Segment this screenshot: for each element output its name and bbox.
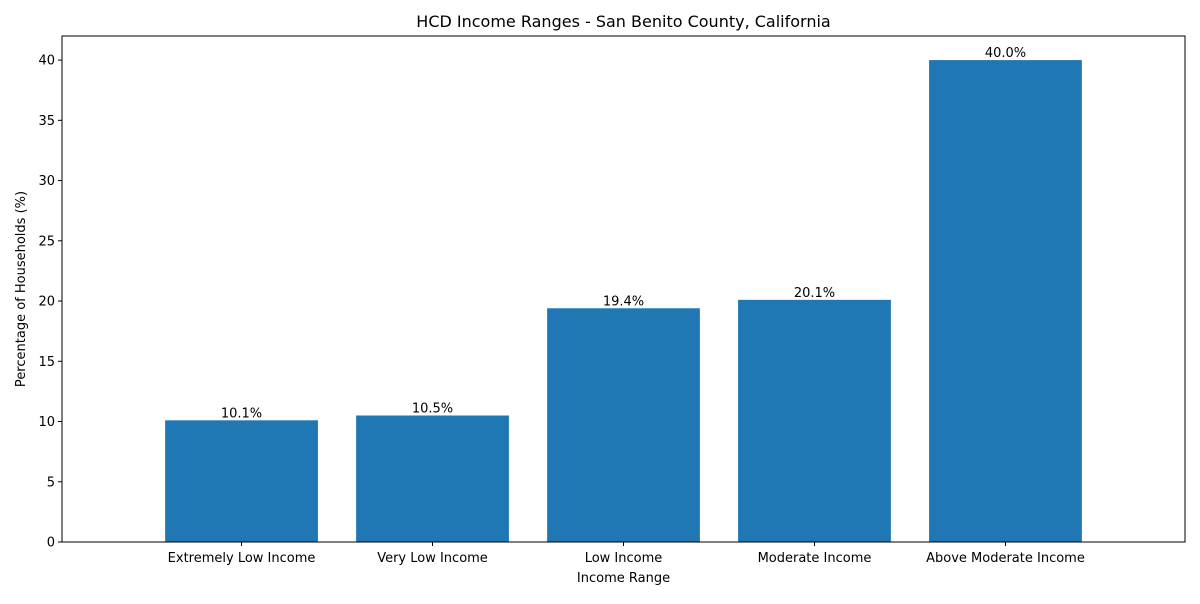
x-tick-label: Moderate Income: [758, 551, 872, 566]
y-tick-label: 30: [38, 174, 55, 189]
bar-value-label: 20.1%: [794, 286, 835, 301]
x-tick-label: Extremely Low Income: [168, 551, 316, 566]
bar-3: [738, 299, 891, 542]
y-tick-label: 10: [38, 415, 55, 430]
y-tick-label: 15: [38, 355, 55, 370]
chart-title: HCD Income Ranges - San Benito County, C…: [416, 12, 830, 31]
bar-value-label: 10.5%: [412, 402, 453, 417]
y-axis-label: Percentage of Households (%): [14, 191, 29, 387]
bar-value-label: 40.0%: [985, 46, 1026, 61]
y-tick-label: 5: [47, 475, 55, 490]
bar-value-label: 19.4%: [603, 294, 644, 309]
y-tick-label: 0: [47, 536, 55, 551]
x-axis-ticks: Extremely Low Income Very Low Income Low I…: [168, 542, 1085, 566]
x-tick-label: Low Income: [585, 551, 663, 566]
x-tick-label: Above Moderate Income: [926, 551, 1085, 566]
bar-4: [929, 60, 1082, 542]
y-tick-label: 35: [38, 114, 55, 129]
x-axis-label: Income Range: [577, 571, 670, 586]
bar-1: [356, 415, 509, 542]
x-tick-label: Very Low Income: [377, 551, 488, 566]
y-axis-ticks: 0 5 10 15 20 25 30 35 40: [38, 54, 62, 551]
bars-layer: [165, 60, 1082, 542]
bar-0: [165, 420, 318, 542]
y-tick-label: 25: [38, 234, 55, 249]
bar-value-label: 10.1%: [221, 406, 262, 421]
bar-2: [547, 308, 700, 542]
y-tick-label: 40: [38, 54, 55, 69]
y-tick-label: 20: [38, 295, 55, 310]
plot-frame: [61, 35, 1186, 543]
data-labels-layer: 10.1% 10.5% 19.4% 20.1% 40.0%: [221, 46, 1026, 421]
